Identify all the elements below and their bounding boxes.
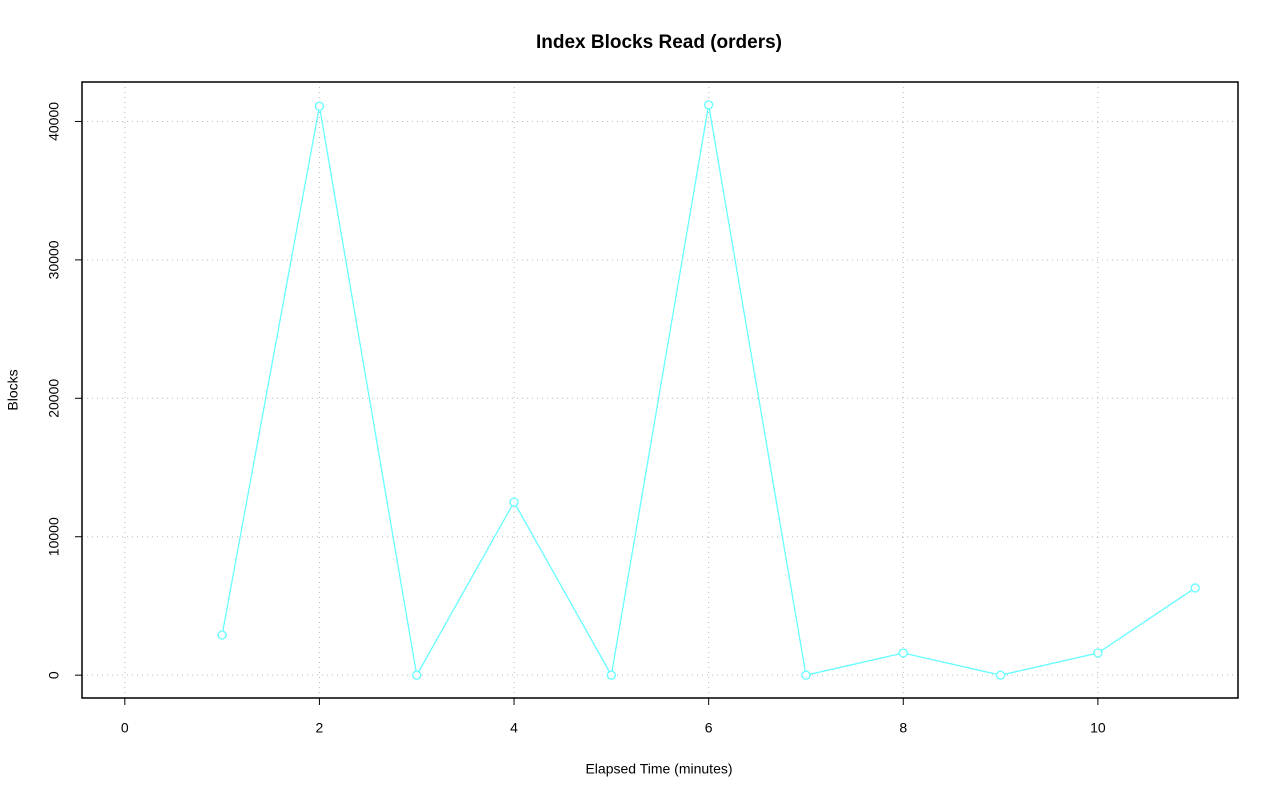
x-tick-label: 6 bbox=[705, 720, 713, 736]
point bbox=[606, 670, 616, 680]
x-tick-label: 2 bbox=[316, 720, 324, 736]
x-tick-label: 8 bbox=[899, 720, 907, 736]
y-tick-label: 10000 bbox=[46, 517, 62, 556]
x-tick-label: 0 bbox=[121, 720, 129, 736]
chart-title: Index Blocks Read (orders) bbox=[536, 32, 782, 53]
plot-frame bbox=[81, 81, 1239, 699]
point bbox=[1190, 583, 1200, 593]
y-tick-label: 0 bbox=[46, 671, 62, 679]
point bbox=[704, 100, 714, 110]
y-tick-label: 20000 bbox=[46, 379, 62, 418]
point bbox=[1093, 648, 1103, 658]
y-tick-label: 40000 bbox=[46, 102, 62, 141]
x-axis-title: Elapsed Time (minutes) bbox=[585, 761, 732, 777]
y-axis-title: Blocks bbox=[5, 369, 21, 410]
point bbox=[509, 497, 519, 507]
y-tick-label: 30000 bbox=[46, 240, 62, 279]
x-tick-label: 4 bbox=[510, 720, 518, 736]
point bbox=[995, 670, 1006, 680]
point bbox=[412, 670, 422, 680]
point bbox=[898, 648, 908, 658]
x-tick-label: 10 bbox=[1090, 720, 1106, 736]
point bbox=[801, 670, 811, 680]
point bbox=[314, 101, 325, 111]
point bbox=[217, 630, 227, 640]
